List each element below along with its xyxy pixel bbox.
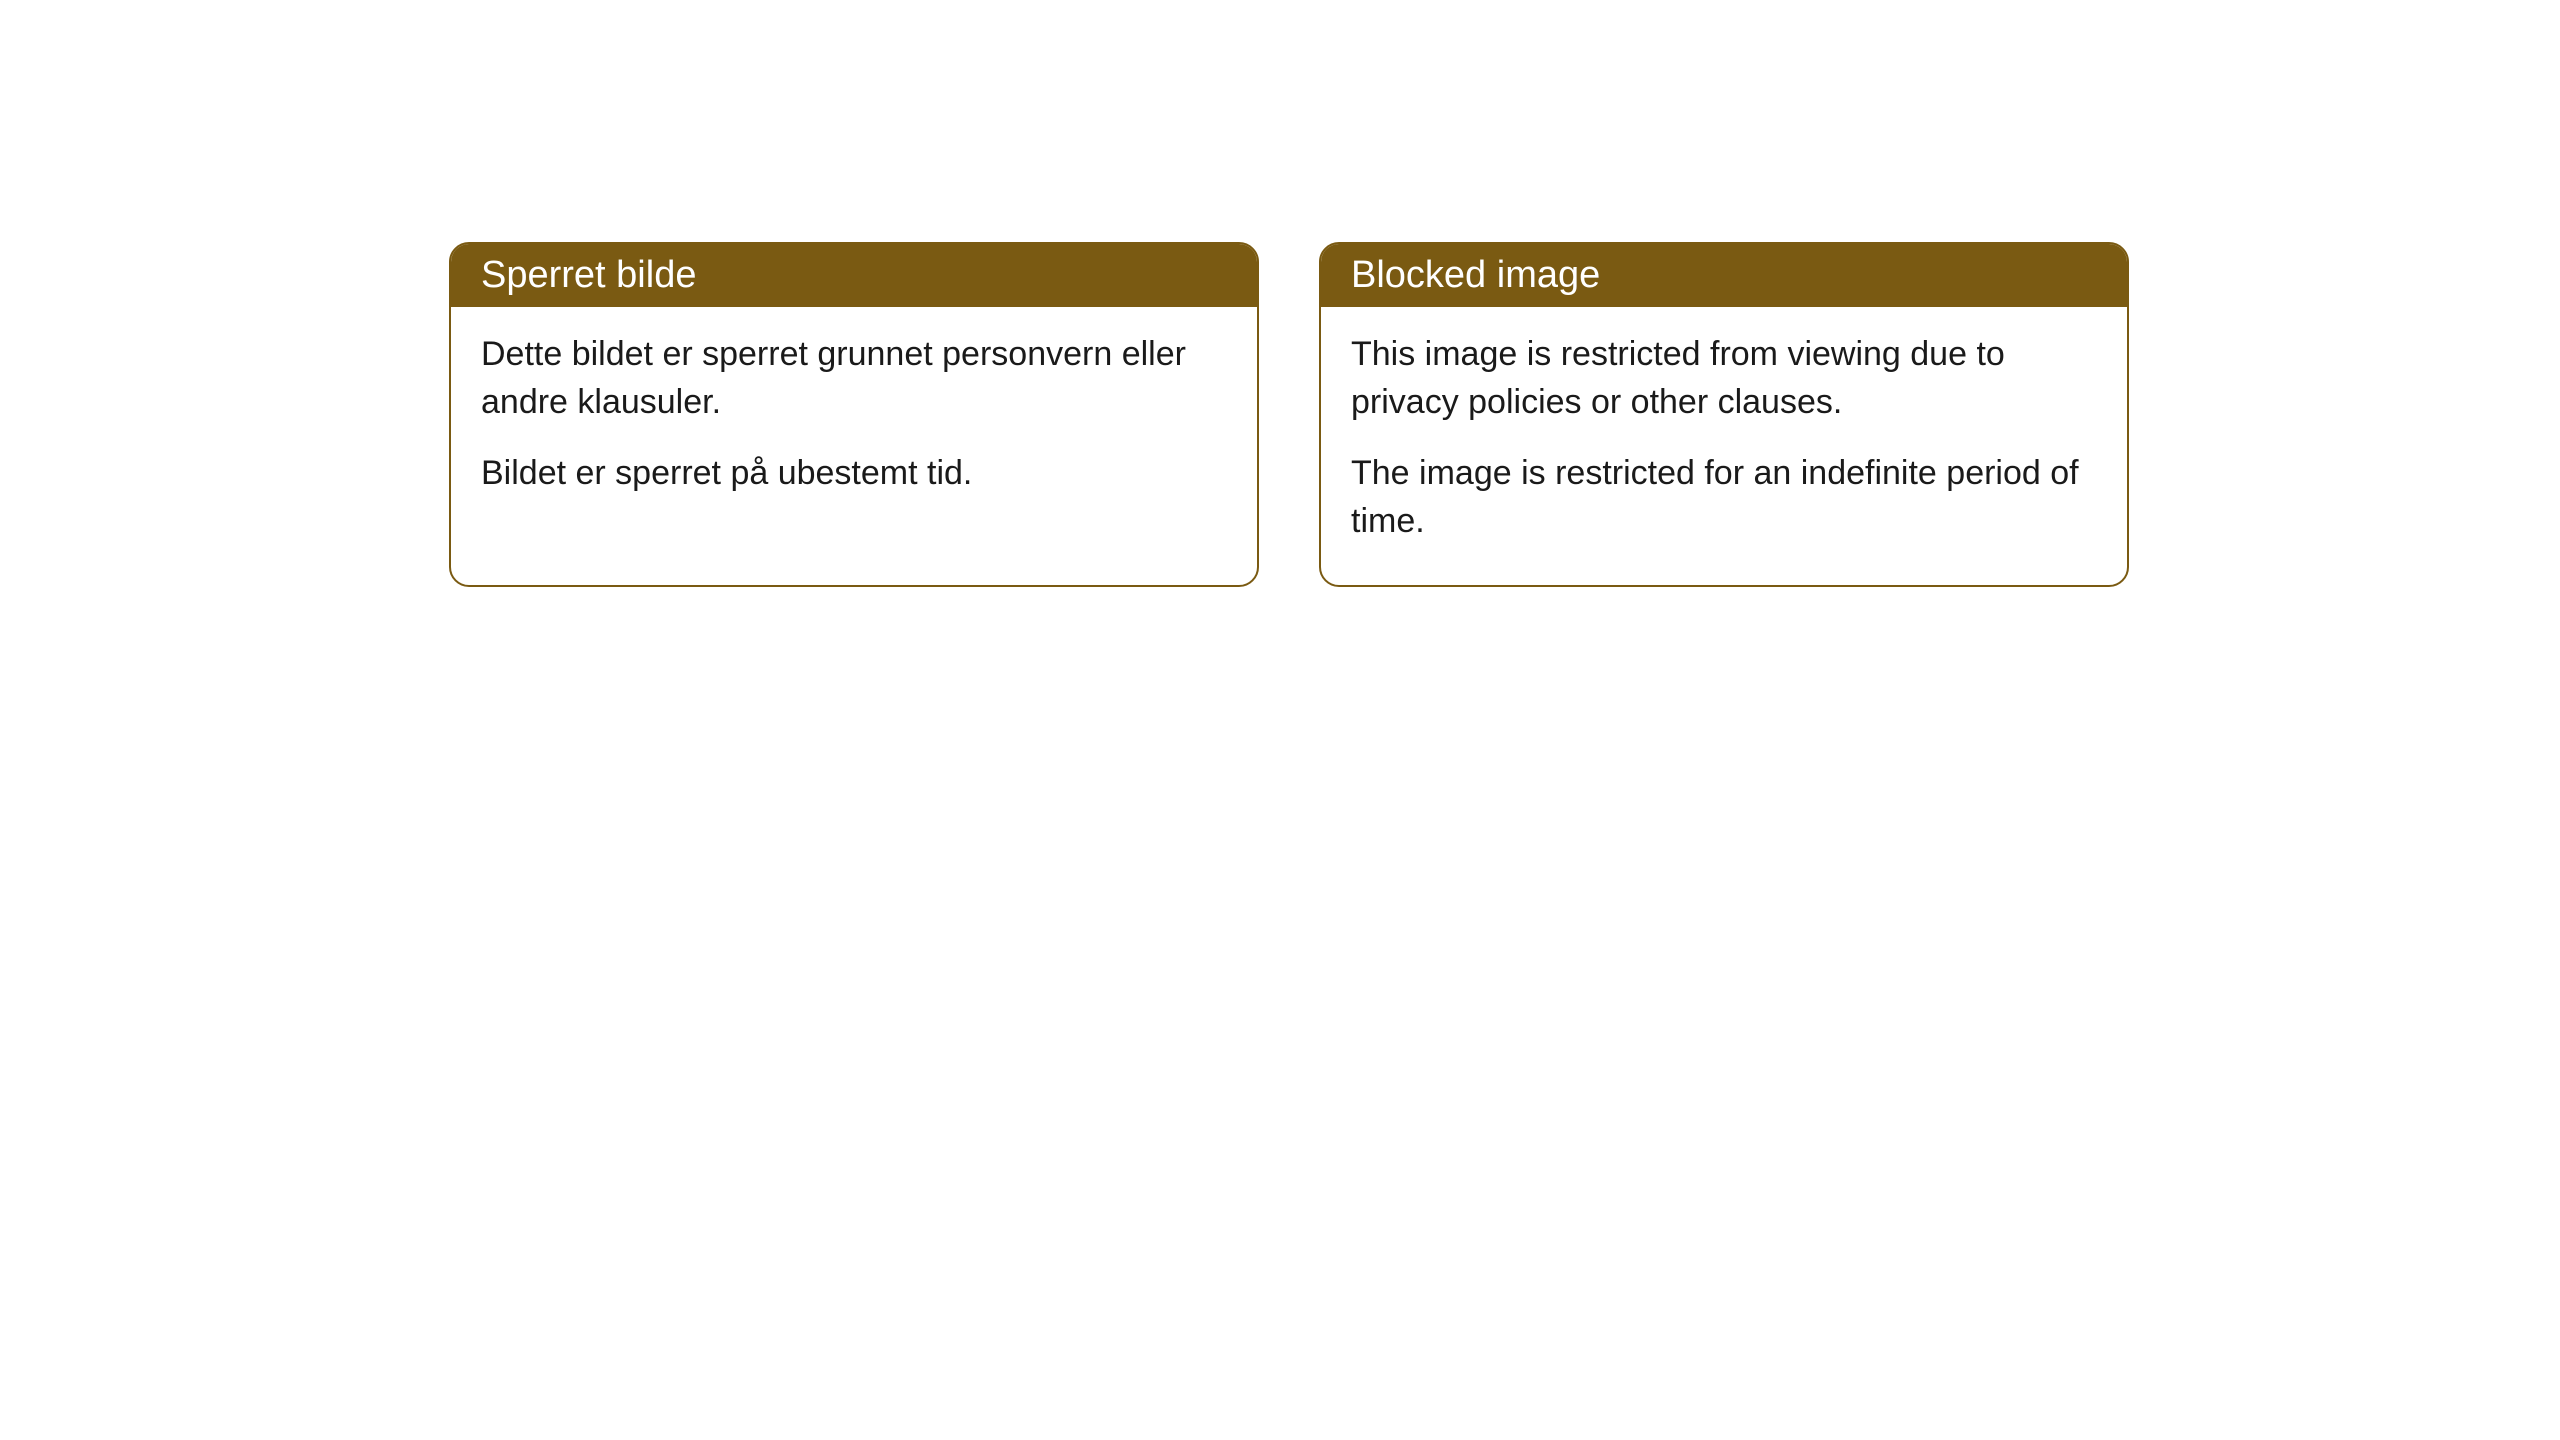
blocked-image-card-english: Blocked image This image is restricted f… bbox=[1319, 242, 2129, 587]
card-paragraph-2-norwegian: Bildet er sperret på ubestemt tid. bbox=[481, 450, 1227, 498]
blocked-image-card-norwegian: Sperret bilde Dette bildet er sperret gr… bbox=[449, 242, 1259, 587]
notice-cards-container: Sperret bilde Dette bildet er sperret gr… bbox=[449, 242, 2129, 587]
card-title-english: Blocked image bbox=[1321, 244, 2127, 307]
card-title-norwegian: Sperret bilde bbox=[451, 244, 1257, 307]
card-paragraph-2-english: The image is restricted for an indefinit… bbox=[1351, 450, 2097, 545]
card-body-english: This image is restricted from viewing du… bbox=[1321, 307, 2127, 585]
card-body-norwegian: Dette bildet er sperret grunnet personve… bbox=[451, 307, 1257, 538]
card-paragraph-1-english: This image is restricted from viewing du… bbox=[1351, 331, 2097, 426]
card-paragraph-1-norwegian: Dette bildet er sperret grunnet personve… bbox=[481, 331, 1227, 426]
